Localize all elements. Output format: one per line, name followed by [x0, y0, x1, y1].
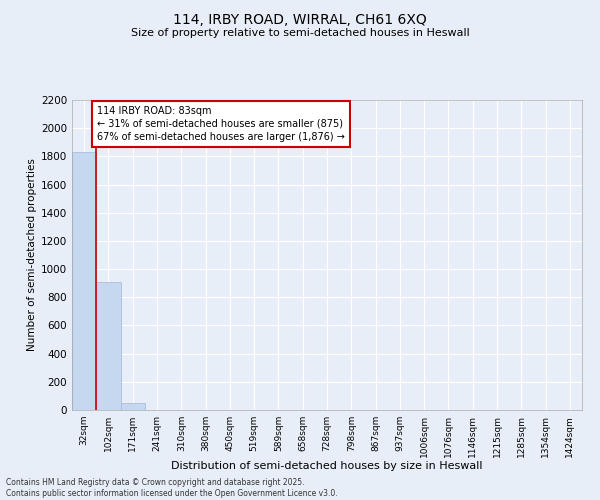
- Bar: [72, 152, 96, 410]
- Text: 114 IRBY ROAD: 83sqm
← 31% of semi-detached houses are smaller (875)
67% of semi: 114 IRBY ROAD: 83sqm ← 31% of semi-detac…: [97, 106, 344, 142]
- Text: 114, IRBY ROAD, WIRRAL, CH61 6XQ: 114, IRBY ROAD, WIRRAL, CH61 6XQ: [173, 12, 427, 26]
- X-axis label: Distribution of semi-detached houses by size in Heswall: Distribution of semi-detached houses by …: [171, 461, 483, 471]
- Text: Size of property relative to semi-detached houses in Heswall: Size of property relative to semi-detach…: [131, 28, 469, 38]
- Bar: [121, 403, 145, 410]
- Text: Contains HM Land Registry data © Crown copyright and database right 2025.
Contai: Contains HM Land Registry data © Crown c…: [6, 478, 338, 498]
- Bar: [96, 282, 121, 410]
- Y-axis label: Number of semi-detached properties: Number of semi-detached properties: [27, 158, 37, 352]
